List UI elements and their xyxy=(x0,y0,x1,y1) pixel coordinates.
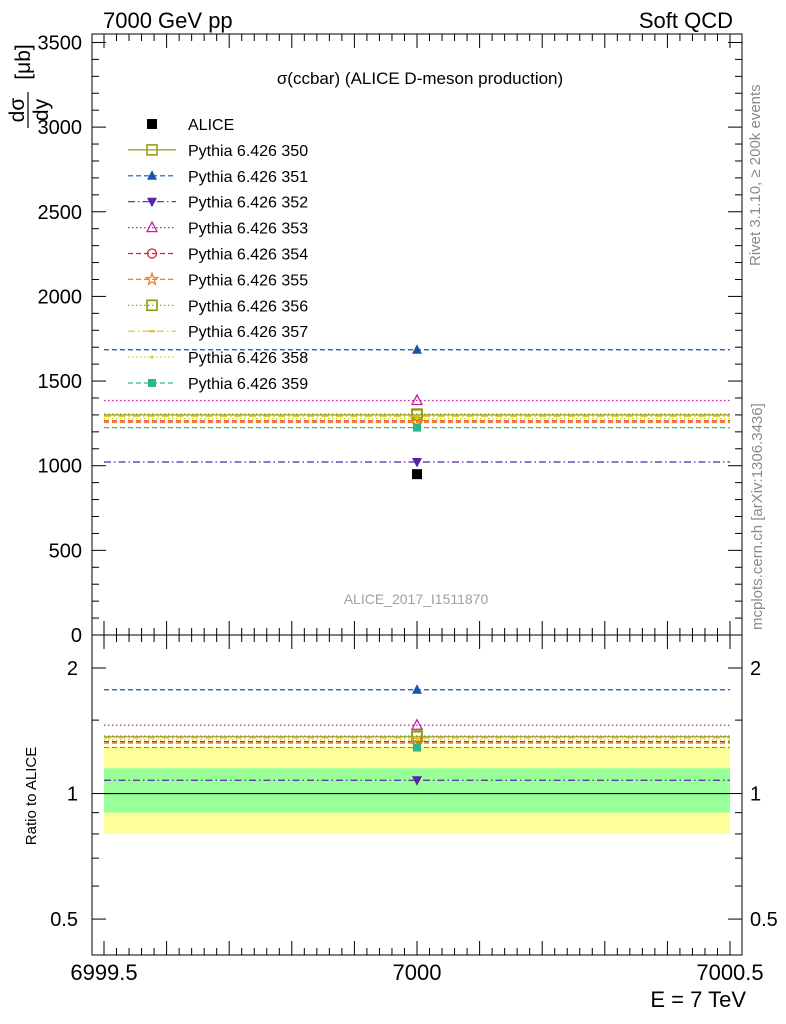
legend-marker xyxy=(147,197,157,208)
ratio-point-352-shape xyxy=(412,776,422,786)
ratio-point-358-shape xyxy=(415,738,419,742)
main-ytick-label: 3500 xyxy=(38,32,83,54)
main-axis-ticks: 0 500 1000 1500 2000 2500 3000 3500 xyxy=(38,32,742,647)
main-ytick-label: 2500 xyxy=(38,202,83,224)
series-point-352 xyxy=(412,457,422,468)
ratio-point-353 xyxy=(410,718,424,730)
rivet-label: Rivet 3.1.10, ≥ 200k events xyxy=(747,84,764,266)
series-point-353-shape xyxy=(410,393,424,406)
legend-marker-shape xyxy=(148,379,156,387)
legend-label: Pythia 6.426 354 xyxy=(188,247,308,264)
ratio-ytick-label-left: 0.5 xyxy=(50,909,78,931)
legend: ALICE Pythia 6.426 350 Pythia 6.426 351 Pyt… xyxy=(128,117,308,393)
ratio-series-group xyxy=(104,684,730,786)
legend-label: Pythia 6.426 350 xyxy=(188,143,308,160)
series-point-358 xyxy=(415,417,419,421)
legend-label: Pythia 6.426 355 xyxy=(188,272,308,289)
legend-marker-shape xyxy=(149,330,155,333)
series-point-352-shape xyxy=(412,457,422,468)
ratio-point-352 xyxy=(412,776,422,786)
legend-marker xyxy=(144,271,160,286)
plot-title: σ(ccbar) (ALICE D-meson production) xyxy=(277,69,563,88)
legend-marker xyxy=(149,330,155,333)
legend-label: ALICE xyxy=(188,117,234,134)
header-right: Soft QCD xyxy=(639,8,733,33)
legend-label: Pythia 6.426 353 xyxy=(188,221,308,238)
alice-data-point xyxy=(412,469,422,480)
legend-marker-shape xyxy=(147,170,157,180)
series-point-358-shape xyxy=(415,417,419,421)
legend-marker-shape xyxy=(147,197,157,208)
series-point-357-shape xyxy=(414,415,420,418)
ratio-point-359 xyxy=(413,743,421,752)
ratio-point-357-shape xyxy=(414,736,420,739)
series-point-351-shape xyxy=(412,344,422,354)
legend-marker-shape xyxy=(146,144,158,156)
ratio-ytick-label-right: 1 xyxy=(750,784,761,806)
legend-marker-shape xyxy=(145,220,159,233)
y-label-denominator: dy xyxy=(30,98,53,121)
legend-marker xyxy=(147,170,157,180)
y-axis-label: dσ dy [μb] xyxy=(6,44,53,128)
legend-label: Pythia 6.426 356 xyxy=(188,298,308,315)
legend-marker-shape xyxy=(146,299,158,312)
legend-label: Pythia 6.426 352 xyxy=(188,195,308,212)
main-ytick-label: 1000 xyxy=(38,456,83,478)
ratio-axis-ticks: 0.5 0.5 1 1 2 2 6999.5 7000 7000.5 xyxy=(50,635,778,985)
series-point-357 xyxy=(414,415,420,418)
y-label-numerator: dσ xyxy=(6,98,29,123)
watermark: ALICE_2017_I1511870 xyxy=(344,591,489,607)
series-point-353 xyxy=(410,393,424,406)
legend-marker xyxy=(146,299,158,312)
ratio-point-359-shape xyxy=(413,743,421,752)
main-series-group xyxy=(104,344,730,480)
legend-marker xyxy=(150,355,154,359)
legend-label: Pythia 6.426 351 xyxy=(188,169,308,186)
ratio-ytick-label-right: 2 xyxy=(750,658,761,680)
ratio-band xyxy=(104,768,730,813)
header-left: 7000 GeV pp xyxy=(103,8,233,33)
ratio-point-351-shape xyxy=(412,684,422,694)
ratio-uncertainty-bands xyxy=(104,746,730,834)
legend-marker xyxy=(148,379,156,387)
legend-marker xyxy=(146,144,158,156)
ratio-point-353-shape xyxy=(410,718,424,730)
x-tick-label: 7000 xyxy=(393,960,442,985)
ratio-ytick-label-right: 0.5 xyxy=(750,909,778,931)
ratio-ytick-label-left: 2 xyxy=(67,658,78,680)
legend-label: Pythia 6.426 359 xyxy=(188,376,308,393)
main-panel: 0 500 1000 1500 2000 2500 3000 3500 σ(ccbar) (A… xyxy=(6,32,743,647)
legend-marker-shape xyxy=(150,355,154,359)
legend-label: Pythia 6.426 357 xyxy=(188,324,308,341)
main-ytick-label: 0 xyxy=(71,625,82,647)
legend-marker-shape xyxy=(144,271,160,286)
y-label-unit: [μb] xyxy=(12,44,35,79)
legend-marker xyxy=(145,220,159,233)
main-ytick-label: 2000 xyxy=(38,286,83,308)
ratio-point-358 xyxy=(415,738,419,742)
main-ytick-label: 500 xyxy=(49,540,82,562)
legend-marker-shape xyxy=(146,248,158,259)
ratio-y-label: Ratio to ALICE xyxy=(23,747,40,845)
legend-marker xyxy=(146,248,158,259)
mcplots-label: mcplots.cern.ch [arXiv:1306.3436] xyxy=(749,403,766,630)
series-point-359 xyxy=(413,423,421,432)
main-ytick-label: 1500 xyxy=(38,371,83,393)
x-tick-label: 7000.5 xyxy=(696,960,763,985)
x-tick-label: 6999.5 xyxy=(70,960,137,985)
ratio-panel: 0.5 0.5 1 1 2 2 6999.5 7000 7000.5 Ratio to ALIC… xyxy=(23,634,778,1012)
main-ytick-label: 3000 xyxy=(38,117,83,139)
legend-marker-alice xyxy=(147,119,157,129)
series-point-359-shape xyxy=(413,423,421,432)
ratio-ytick-label-left: 1 xyxy=(67,784,78,806)
legend-label: Pythia 6.426 358 xyxy=(188,350,308,367)
x-axis-label: E = 7 TeV xyxy=(650,987,746,1012)
ratio-point-351 xyxy=(412,684,422,694)
ratio-point-357 xyxy=(414,736,420,739)
series-point-351 xyxy=(412,344,422,354)
